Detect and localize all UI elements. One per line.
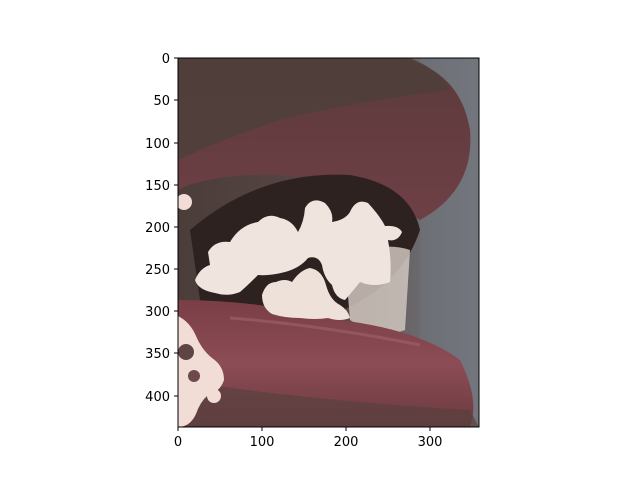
y-tick-label: 400 [145,390,170,405]
y-tick-label: 0 [162,52,170,67]
y-axis: 0 50 100 150 200 250 300 350 400 [145,52,178,405]
x-axis: 0 100 200 300 [174,427,443,450]
x-tick-label: 0 [174,435,182,450]
chin-skin [178,380,479,427]
y-tick-label: 150 [145,179,170,194]
y-tick-label: 100 [145,137,170,152]
mask-spot [208,364,220,376]
mask-spot [207,389,221,403]
x-tick-label: 300 [418,435,443,450]
upper-skin [178,58,450,160]
mask-region-lower-teeth [262,268,350,320]
mask-hole [178,344,194,360]
x-tick-label: 100 [250,435,275,450]
y-tick-label: 50 [153,94,170,109]
mask-spot [178,194,192,210]
x-tick-label: 200 [334,435,359,450]
y-tick-label: 200 [145,221,170,236]
mask-hole [188,370,200,382]
lip-highlight [229,316,421,347]
mask-region-upper-teeth [195,200,402,300]
mask-region-left-lip [178,316,224,427]
y-tick-label: 300 [145,305,170,320]
photo-image [178,58,479,427]
axes-frame [177,57,480,428]
y-tick-label: 250 [145,263,170,278]
y-tick-label: 350 [145,347,170,362]
